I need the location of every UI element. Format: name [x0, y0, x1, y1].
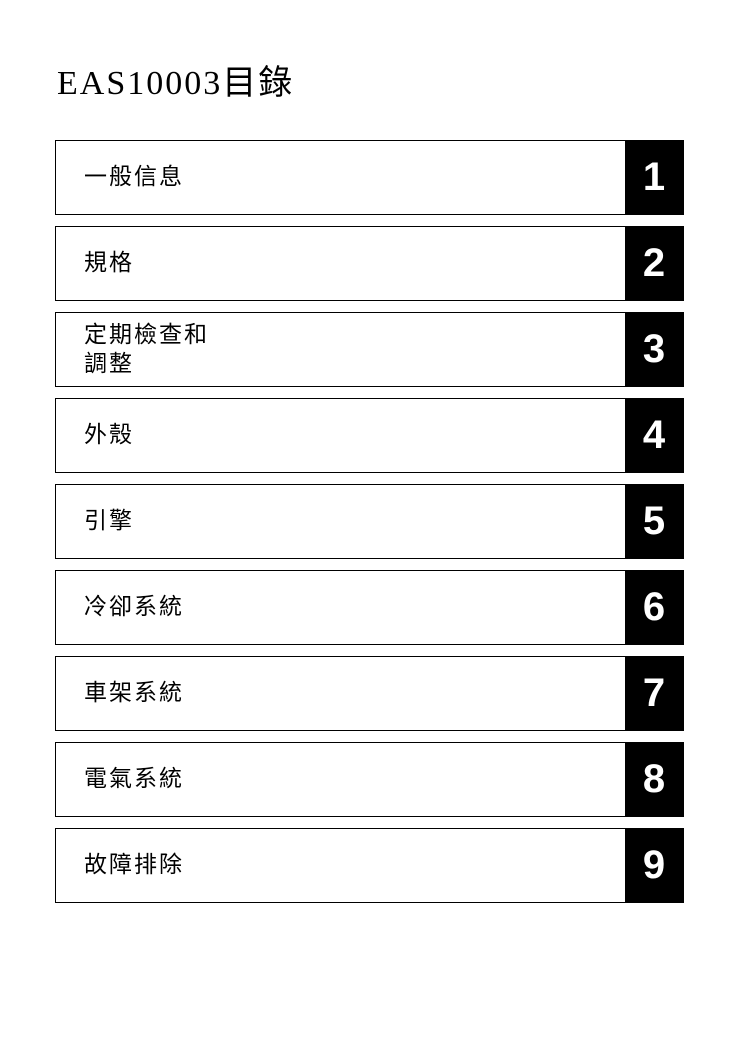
toc-item[interactable]: 引擎 5	[55, 484, 684, 559]
toc-number: 8	[625, 743, 683, 816]
toc-number: 3	[625, 313, 683, 386]
toc-label: 故障排除	[56, 829, 625, 902]
toc-item[interactable]: 一般信息 1	[55, 140, 684, 215]
toc-label: 外殼	[56, 399, 625, 472]
toc-number: 6	[625, 571, 683, 644]
toc-item[interactable]: 故障排除 9	[55, 828, 684, 903]
toc-item[interactable]: 外殼 4	[55, 398, 684, 473]
toc-item[interactable]: 電氣系統 8	[55, 742, 684, 817]
toc-label: 規格	[56, 227, 625, 300]
toc-number: 2	[625, 227, 683, 300]
toc-label: 車架系統	[56, 657, 625, 730]
page-title: EAS10003目錄	[57, 55, 684, 104]
toc-item[interactable]: 車架系統 7	[55, 656, 684, 731]
toc-label: 冷卻系統	[56, 571, 625, 644]
toc-label: 一般信息	[56, 141, 625, 214]
toc-number: 7	[625, 657, 683, 730]
toc-label: 定期檢查和調整	[56, 313, 625, 386]
toc-number: 5	[625, 485, 683, 558]
toc-number: 9	[625, 829, 683, 902]
toc-number: 4	[625, 399, 683, 472]
toc-label: 引擎	[56, 485, 625, 558]
toc-label: 電氣系統	[56, 743, 625, 816]
toc-item[interactable]: 定期檢查和調整 3	[55, 312, 684, 387]
toc-item[interactable]: 規格 2	[55, 226, 684, 301]
toc-number: 1	[625, 141, 683, 214]
toc-list: 一般信息 1 規格 2 定期檢查和調整 3 外殼 4 引擎 5 冷卻系統 6 車…	[55, 140, 684, 903]
toc-item[interactable]: 冷卻系統 6	[55, 570, 684, 645]
